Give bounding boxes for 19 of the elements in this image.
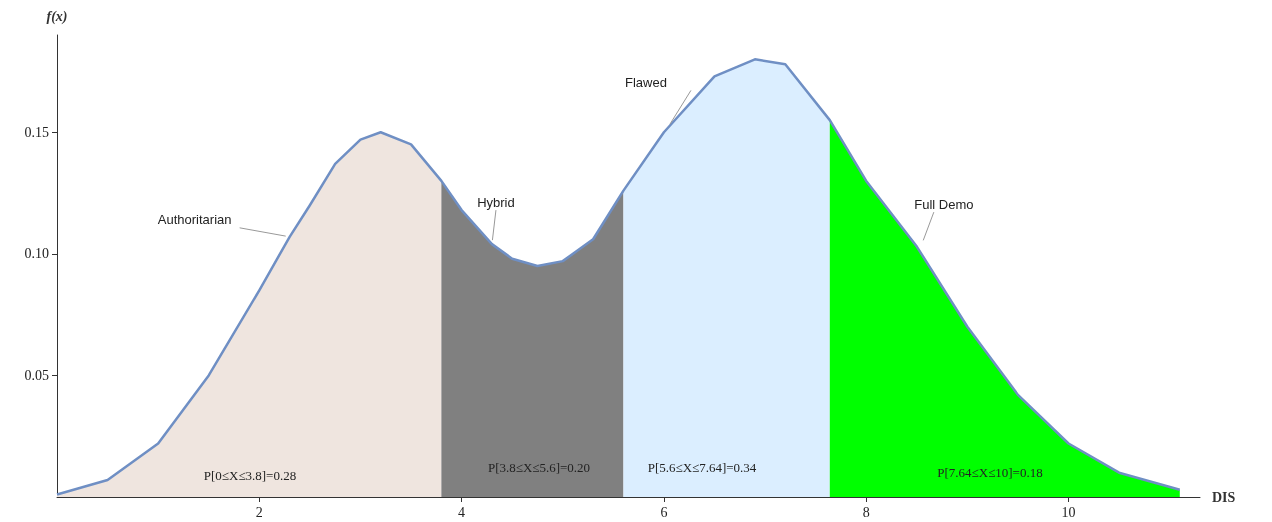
x-tick-label: 8 [862, 504, 870, 520]
annotation: Flawed [624, 74, 667, 90]
annotation: P[0≤X≤3.8]=0.28 [203, 467, 297, 483]
annotation: P[7.64≤X≤10]=0.18 [937, 464, 1043, 480]
annotation: Authoritarian [157, 212, 232, 228]
annotation: P[5.6≤X≤7.64]=0.34 [647, 459, 757, 475]
annotation: Full Demo [914, 196, 974, 212]
x-tick-label: 4 [458, 504, 466, 520]
x-axis-title: DIS [1212, 489, 1236, 505]
annotation: P[3.8≤X≤5.6]=0.20 [487, 459, 591, 475]
y-tick-label: 0.10 [24, 246, 49, 262]
x-tick-label: 10 [1061, 504, 1076, 520]
x-tick-label: 6 [660, 504, 668, 520]
annotation: Hybrid [477, 194, 515, 210]
y-axis-title: f(x) [46, 8, 68, 25]
y-tick-label: 0.05 [24, 367, 49, 383]
line-series [55, 58, 1182, 496]
y-tick-label: 0.15 [24, 124, 49, 140]
x-tick-label: 2 [255, 504, 263, 520]
